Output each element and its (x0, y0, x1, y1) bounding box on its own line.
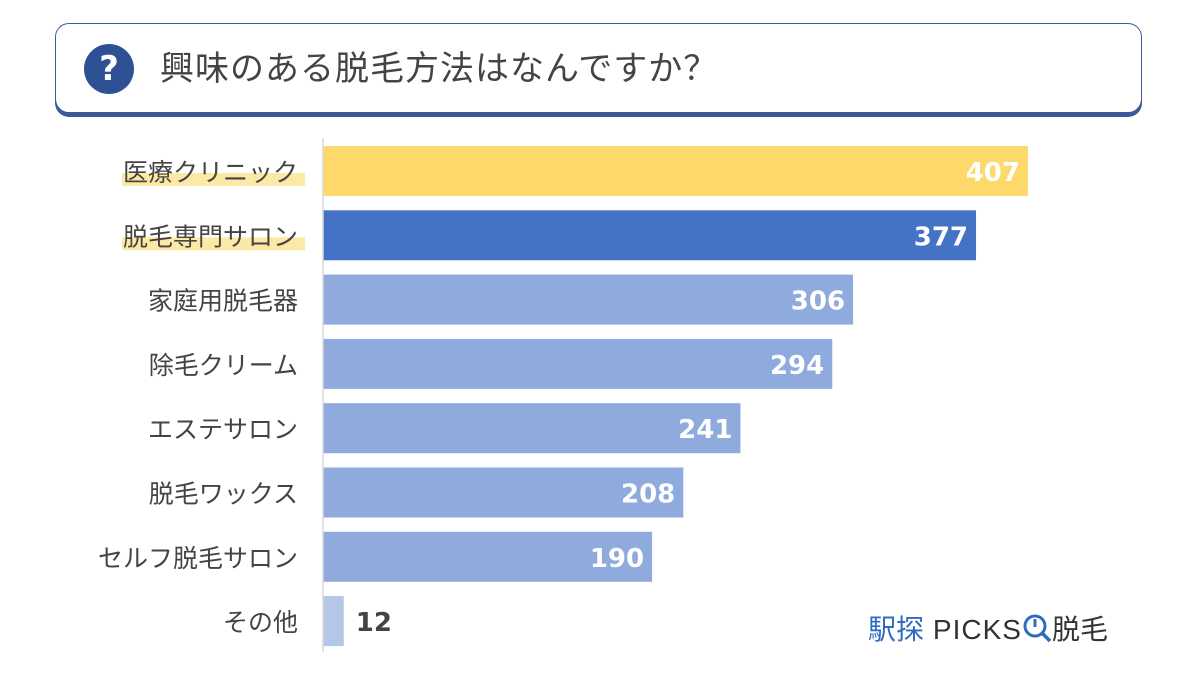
label-highlight (122, 237, 305, 251)
bar (323, 210, 977, 261)
data-label: 294 (770, 351, 824, 381)
bar (323, 274, 854, 325)
data-label: 306 (791, 287, 845, 317)
category-label: 除毛クリーム (149, 351, 298, 380)
bar (323, 403, 741, 454)
data-label: 241 (678, 415, 732, 445)
category-label: セルフ脱毛サロン (98, 544, 298, 573)
logo-text-3: 脱毛 (1051, 613, 1108, 646)
title-box: ? 興味のある脱毛方法はなんですか？ (55, 23, 1142, 113)
magnifier-icon (1023, 614, 1052, 643)
data-label: 190 (590, 544, 644, 574)
bar (323, 531, 653, 582)
data-label: 377 (914, 222, 968, 252)
data-label: 208 (621, 480, 675, 510)
logo-text-1: 駅探 (868, 613, 925, 646)
bar (323, 596, 344, 647)
category-label: 脱毛専門サロン (123, 222, 298, 251)
chart-title: 興味のある脱毛方法はなんですか？ (160, 49, 719, 89)
data-label: 407 (966, 158, 1020, 188)
question-circle-icon: ? (84, 44, 134, 94)
bar (323, 338, 833, 389)
logo: 駅探 PICKS 脱毛 (868, 612, 1108, 648)
category-label: エステサロン (148, 415, 298, 444)
bar (323, 467, 684, 518)
data-label: 12 (356, 608, 392, 638)
bar (323, 146, 1028, 196)
logo-text-2: PICKS (932, 614, 1022, 645)
label-highlight (122, 173, 305, 186)
category-label: 家庭用脱毛器 (148, 287, 298, 316)
category-label: 医療クリニック (123, 158, 298, 187)
category-label: その他 (223, 608, 298, 637)
category-label: 脱毛ワックス (149, 480, 298, 509)
